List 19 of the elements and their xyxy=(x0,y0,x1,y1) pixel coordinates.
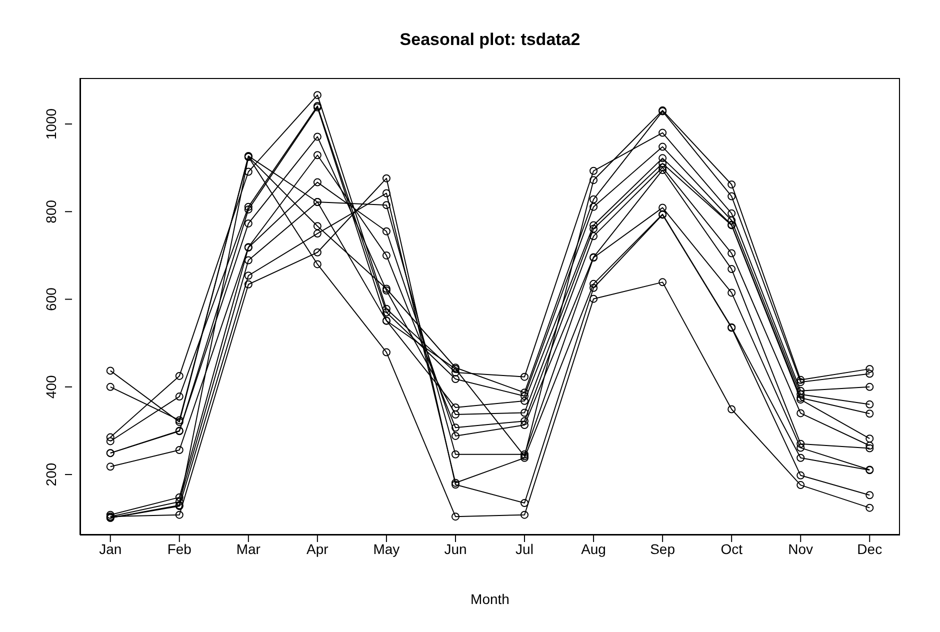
x-tick-label: Jul xyxy=(516,540,534,557)
x-tick-label: Oct xyxy=(720,540,743,557)
x-tick-label: Apr xyxy=(306,540,329,557)
y-tick-label: 800 xyxy=(43,200,59,224)
x-tick-label: Sep xyxy=(650,540,676,557)
x-tick-label: May xyxy=(373,540,400,557)
y-tick-label: 1000 xyxy=(43,108,59,140)
x-tick-label: Jan xyxy=(99,540,122,557)
x-tick-label: Jun xyxy=(444,540,467,557)
y-tick-label: 200 xyxy=(43,462,59,486)
x-tick-label: Dec xyxy=(857,540,882,557)
x-tick-label: Aug xyxy=(581,540,606,557)
y-tick-label: 400 xyxy=(43,375,59,399)
x-axis-title: Month xyxy=(470,591,510,607)
x-tick-label: Nov xyxy=(788,540,814,557)
y-tick-label: 600 xyxy=(43,287,59,311)
chart-title: Seasonal plot: tsdata2 xyxy=(398,30,582,50)
x-tick-label: Feb xyxy=(167,540,192,557)
x-tick-label: Mar xyxy=(236,540,261,557)
